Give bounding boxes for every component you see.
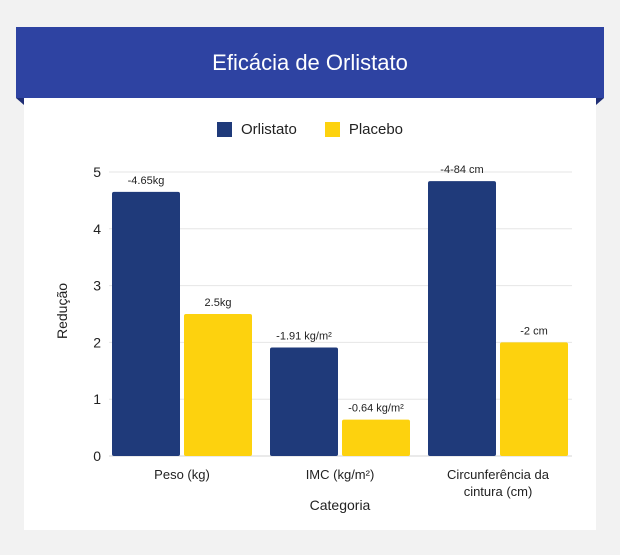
- data-label-orlistato-1: -1.91 kg/m²: [276, 331, 332, 343]
- y-tick-label-1: 1: [93, 391, 101, 407]
- y-axis-title: Redução: [54, 283, 70, 339]
- banner-fold-left: [16, 98, 24, 105]
- y-tick-label-5: 5: [93, 164, 101, 180]
- data-label-orlistato-2: -4-84 cm: [440, 164, 483, 176]
- legend-label-placebo: Placebo: [348, 120, 404, 138]
- x-tick-label-2-line-1: cintura (cm): [464, 484, 533, 499]
- chart-title: Eficácia de Orlistato: [212, 49, 408, 75]
- legend: Orlistato Placebo: [0, 118, 620, 140]
- banner-fold-right: [596, 98, 604, 105]
- legend-swatch-orlistato: [216, 121, 232, 137]
- legend-swatch-placebo: [324, 121, 340, 137]
- data-label-orlistato-0: -4.65kg: [128, 175, 165, 187]
- bar-placebo-0: [184, 314, 252, 456]
- y-tick-label-2: 2: [93, 334, 101, 350]
- legend-label-orlistato: Orlistato: [240, 120, 297, 138]
- title-banner: Eficácia de Orlistato: [16, 27, 604, 98]
- x-tick-label-0: Peso (kg): [154, 467, 210, 482]
- bar-placebo-2: [500, 342, 568, 456]
- bar-placebo-1: [342, 419, 410, 456]
- y-tick-label-4: 4: [93, 221, 101, 237]
- x-axis-title: Categoria: [310, 497, 371, 513]
- data-label-placebo-2: -2 cm: [520, 325, 548, 337]
- x-tick-label-1: IMC (kg/m²): [306, 467, 375, 482]
- legend-item-placebo: Placebo: [324, 120, 404, 138]
- bar-orlistato-2: [428, 181, 496, 456]
- x-tick-label-2-line-0: Circunferência da: [447, 467, 550, 482]
- y-tick-label-0: 0: [93, 448, 101, 464]
- data-label-placebo-0: 2.5kg: [205, 297, 232, 309]
- bar-orlistato-0: [112, 191, 180, 456]
- bar-orlistato-1: [270, 347, 338, 456]
- legend-item-orlistato: Orlistato: [216, 120, 297, 138]
- data-label-placebo-1: -0.64 kg/m²: [348, 403, 404, 415]
- y-tick-label-3: 3: [93, 278, 101, 294]
